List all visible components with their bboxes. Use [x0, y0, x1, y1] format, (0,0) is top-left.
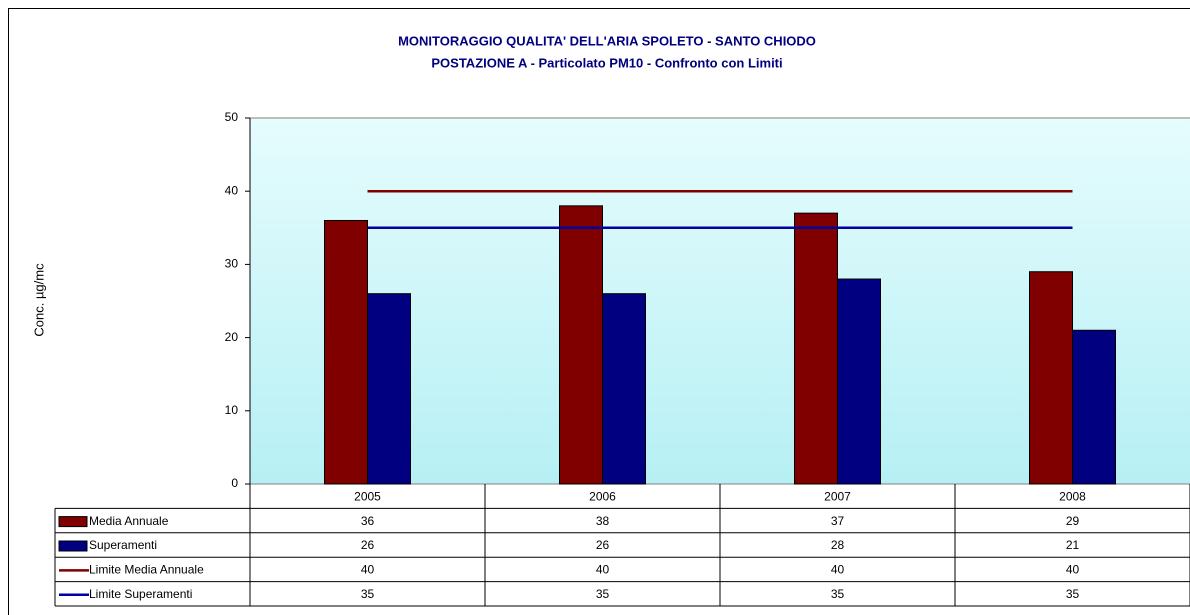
table-value: 35	[1066, 587, 1080, 601]
bar	[794, 212, 838, 485]
table-value: 40	[1066, 563, 1080, 577]
table-value: 35	[361, 587, 375, 601]
bar	[602, 293, 646, 485]
table-value: 40	[831, 563, 845, 577]
chart-subtitle: POSTAZIONE A - Particolato PM10 - Confro…	[431, 55, 782, 70]
table-value: 40	[361, 563, 375, 577]
legend-label: Limite Media Annuale	[89, 563, 204, 577]
y-axis-label: Conc. µg/mc	[31, 263, 46, 337]
y-tick-label: 20	[225, 330, 239, 344]
table-value: 29	[1066, 514, 1080, 528]
table-value: 28	[831, 538, 845, 552]
table-value: 36	[361, 514, 375, 528]
bar	[559, 205, 603, 485]
y-tick-label: 50	[225, 110, 239, 124]
table-value: 37	[831, 514, 845, 528]
legend-label: Superamenti	[89, 538, 157, 552]
bar	[1029, 271, 1073, 485]
x-tick-label: 2008	[1059, 489, 1086, 503]
legend-label: Media Annuale	[89, 514, 169, 528]
table-value: 38	[596, 514, 610, 528]
x-tick-label: 2007	[824, 489, 851, 503]
bar	[324, 219, 368, 485]
y-tick-label: 0	[231, 476, 238, 490]
legend-key	[58, 540, 88, 552]
table-value: 26	[361, 538, 375, 552]
y-tick-label: 30	[225, 257, 239, 271]
x-tick-label: 2006	[589, 489, 616, 503]
table-value: 21	[1066, 538, 1080, 552]
y-tick-label: 40	[225, 183, 239, 197]
y-tick-label: 10	[225, 403, 239, 417]
chart-title: MONITORAGGIO QUALITA' DELL'ARIA SPOLETO …	[398, 33, 816, 48]
legend-key	[58, 516, 88, 528]
legend-label: Limite Superamenti	[89, 587, 192, 601]
table-value: 35	[596, 587, 610, 601]
bar	[837, 278, 881, 485]
x-tick-label: 2005	[354, 489, 381, 503]
bar	[1072, 329, 1116, 485]
table-value: 35	[831, 587, 845, 601]
bar	[367, 293, 411, 485]
table-value: 40	[596, 563, 610, 577]
table-value: 26	[596, 538, 610, 552]
